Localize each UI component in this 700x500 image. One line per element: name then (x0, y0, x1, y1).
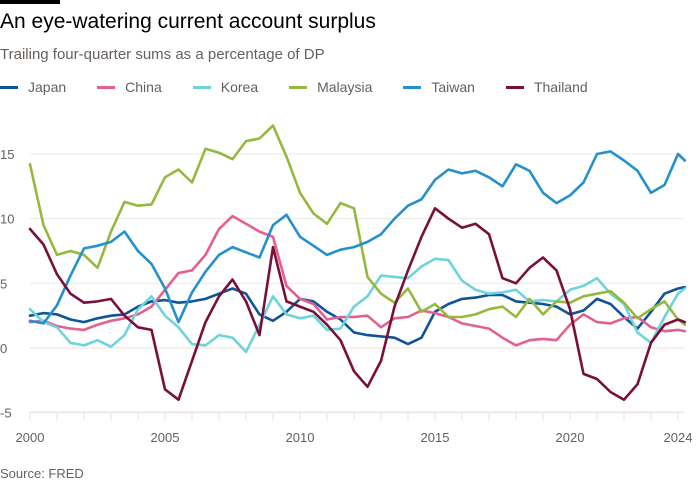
legend-label: Taiwan (431, 79, 475, 95)
legend-item-malaysia: Malaysia (289, 79, 372, 95)
legend-item-china: China (97, 79, 162, 95)
x-tick-label: 2015 (421, 430, 450, 445)
legend-label: China (125, 79, 162, 95)
legend-label: Malaysia (317, 79, 373, 95)
series-line-korea (28, 257, 687, 354)
legend-item-taiwan: Taiwan (403, 79, 475, 95)
legend-item-korea: Korea (192, 79, 259, 95)
x-tick-label: 2020 (556, 430, 585, 445)
chart-subtitle: Trailing four-quarter sums as a percenta… (0, 46, 325, 63)
legend-label: Japan (28, 79, 67, 95)
legend: Japan China Korea Malaysia Taiwan Thailand (0, 79, 619, 95)
series-line-thailand (28, 207, 687, 401)
y-tick-label: -5 (0, 406, 12, 421)
y-tick-label: 5 (0, 276, 7, 291)
x-tick-label: 2024 (664, 430, 693, 445)
x-tick-label: 2000 (16, 430, 45, 445)
legend-swatch (97, 85, 116, 89)
series-line-china (28, 214, 687, 347)
legend-label: Korea (220, 79, 259, 95)
series-line-taiwan (28, 150, 687, 325)
legend-label: Thailand (533, 79, 588, 95)
series-line-malaysia (28, 124, 687, 326)
legend-item-thailand: Thailand (505, 79, 588, 95)
brand-bar (0, 0, 60, 4)
x-tick-label: 2010 (286, 430, 315, 445)
legend-swatch (289, 85, 308, 89)
chart-title: An eye-watering current account surplus (0, 10, 376, 33)
legend-swatch (403, 85, 422, 89)
source-note: Source: FRED (0, 466, 84, 481)
y-tick-label: 0 (0, 341, 7, 356)
legend-swatch (0, 85, 18, 89)
y-tick-label: 15 (0, 147, 14, 162)
legend-swatch (192, 85, 211, 89)
legend-item-japan: Japan (0, 79, 66, 95)
y-tick-label: 10 (0, 212, 14, 227)
legend-swatch (505, 85, 524, 89)
x-tick-label: 2005 (151, 430, 180, 445)
